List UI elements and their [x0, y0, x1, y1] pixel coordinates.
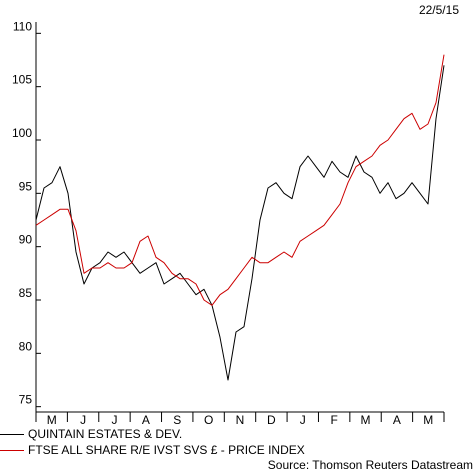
x-tick-label: J [111, 413, 117, 427]
x-tick-label: M [423, 413, 433, 427]
x-tick-label: D [267, 413, 276, 427]
series-line-0 [35, 65, 445, 381]
legend-label-ftse: FTSE ALL SHARE R/E IVST SVS £ - PRICE IN… [28, 443, 305, 457]
source-note: Source: Thomson Reuters Datastream [267, 458, 473, 472]
series-layer [35, 54, 445, 381]
series-line-1 [35, 54, 445, 306]
axes [35, 22, 444, 413]
y-tick-label: 95 [19, 179, 33, 193]
x-tick-label: N [236, 413, 245, 427]
y-tick-label: 85 [19, 286, 33, 300]
x-tick-label: J [80, 413, 86, 427]
legend-label-quintain: QUINTAIN ESTATES & DEV. [28, 427, 183, 441]
legend-swatch-ftse [0, 450, 24, 451]
x-tick-label: A [393, 413, 401, 427]
y-tick-label: 100 [12, 126, 32, 140]
y-tick-label: 90 [19, 233, 33, 247]
date-stamp: 22/5/15 [418, 3, 459, 17]
y-tick-label: 75 [19, 393, 33, 407]
y-tick-label: 80 [19, 339, 33, 353]
x-tick-label: F [330, 413, 337, 427]
x-tick-label: S [173, 413, 181, 427]
legend-swatch-quintain [0, 434, 24, 435]
y-tick-label: 105 [12, 73, 32, 87]
x-tick-label: M [47, 413, 57, 427]
x-tick-label: M [361, 413, 371, 427]
y-tick-label: 110 [13, 19, 32, 33]
x-tick-label: A [142, 413, 150, 427]
ticks: 75 80 85 90 95 100 105 110 M J J A S O N D J F M A M [12, 19, 445, 427]
x-tick-label: J [300, 413, 306, 427]
x-tick-label: O [204, 413, 213, 427]
